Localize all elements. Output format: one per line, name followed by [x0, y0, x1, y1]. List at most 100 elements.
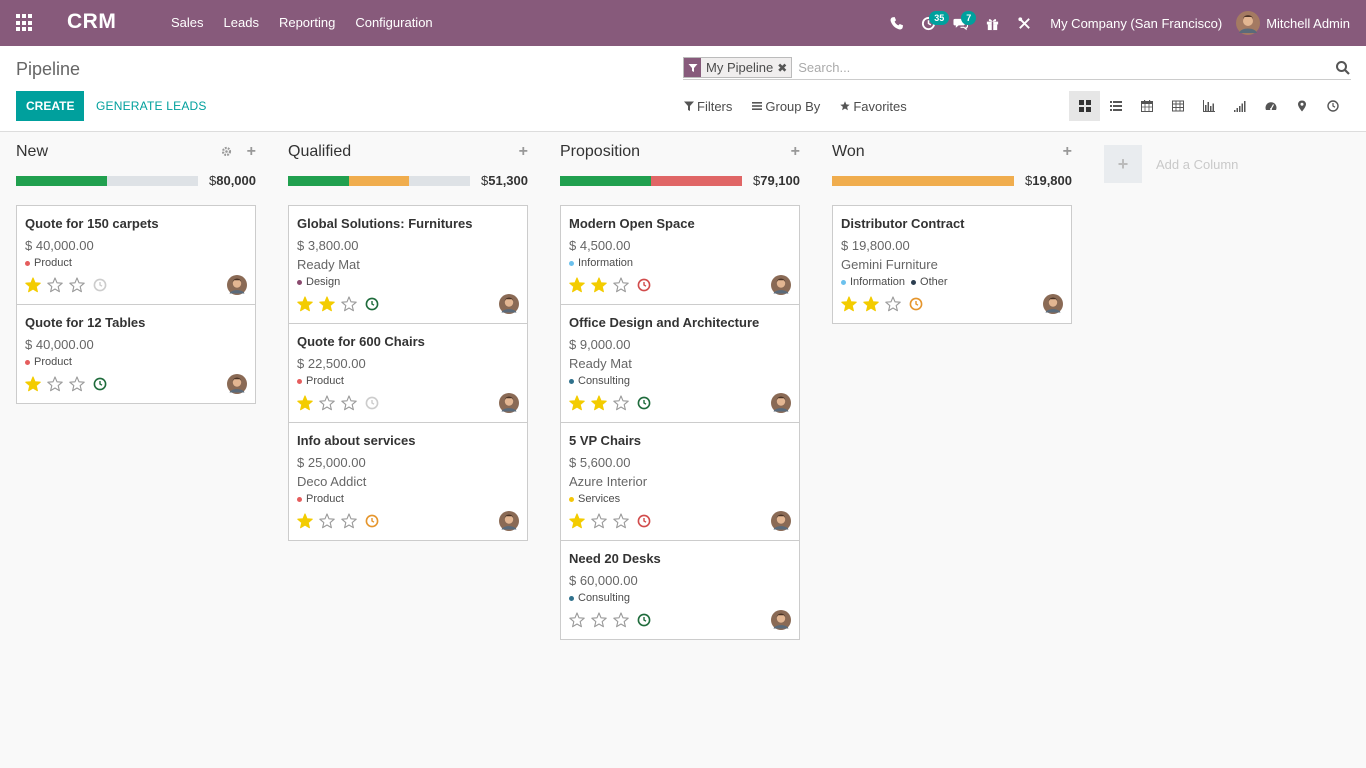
- progress-segment[interactable]: [288, 176, 349, 186]
- star-filled-icon[interactable]: [25, 376, 41, 392]
- star-empty-icon[interactable]: [69, 376, 85, 392]
- view-calendar-button[interactable]: [1131, 91, 1162, 121]
- star-empty-icon[interactable]: [613, 395, 629, 411]
- star-empty-icon[interactable]: [613, 513, 629, 529]
- progress-segment[interactable]: [651, 176, 742, 186]
- kanban-card[interactable]: Need 20 Desks $ 60,000.00 Consulting: [561, 541, 799, 640]
- star-filled-icon[interactable]: [297, 296, 313, 312]
- star-empty-icon[interactable]: [613, 612, 629, 628]
- activity-clock-icon[interactable]: [637, 396, 651, 410]
- star-empty-icon[interactable]: [591, 612, 607, 628]
- tag: Product: [25, 256, 72, 270]
- view-cohort-button[interactable]: [1224, 91, 1255, 121]
- kanban-card[interactable]: Global Solutions: Furnitures $ 3,800.00 Re…: [289, 206, 527, 324]
- view-pivot-button[interactable]: [1162, 91, 1193, 121]
- view-activity-button[interactable]: [1317, 91, 1348, 121]
- search-icon[interactable]: [1335, 60, 1351, 76]
- star-filled-icon[interactable]: [591, 277, 607, 293]
- activity-clock-icon[interactable]: [637, 278, 651, 292]
- star-filled-icon[interactable]: [319, 296, 335, 312]
- menu-configuration[interactable]: Configuration: [355, 15, 433, 30]
- messages-button[interactable]: 7: [944, 0, 977, 46]
- star-filled-icon[interactable]: [591, 395, 607, 411]
- star-empty-icon[interactable]: [47, 376, 63, 392]
- activity-clock-icon[interactable]: [637, 613, 651, 627]
- kanban-card[interactable]: Quote for 12 Tables $ 40,000.00 Product: [17, 305, 255, 404]
- create-button[interactable]: CREATE: [16, 91, 85, 121]
- quick-create-plus-icon[interactable]: +: [518, 143, 528, 160]
- star-empty-icon[interactable]: [569, 612, 585, 628]
- kanban-card[interactable]: Quote for 600 Chairs $ 22,500.00 Product: [289, 324, 527, 423]
- tag-color-dot: [841, 279, 846, 285]
- activity-clock-icon[interactable]: [93, 278, 107, 292]
- user-menu[interactable]: Mitchell Admin: [1236, 11, 1350, 35]
- progress-segment[interactable]: [560, 176, 651, 186]
- filters-button[interactable]: Filters: [684, 99, 732, 114]
- tag-label: Consulting: [578, 375, 630, 387]
- activity-clock-icon[interactable]: [637, 514, 651, 528]
- kanban-card[interactable]: Quote for 150 carpets $ 40,000.00 Product: [17, 206, 255, 305]
- activity-clock-icon[interactable]: [365, 396, 379, 410]
- star-filled-icon[interactable]: [297, 395, 313, 411]
- star-filled-icon[interactable]: [25, 277, 41, 293]
- star-filled-icon[interactable]: [569, 395, 585, 411]
- progress-segment[interactable]: [348, 176, 410, 186]
- menu-reporting[interactable]: Reporting: [278, 15, 336, 30]
- star-empty-icon[interactable]: [319, 513, 335, 529]
- view-dashboard-button[interactable]: [1255, 91, 1286, 121]
- star-filled-icon[interactable]: [569, 513, 585, 529]
- star-empty-icon[interactable]: [69, 277, 85, 293]
- star-filled-icon[interactable]: [841, 296, 857, 312]
- kanban-card[interactable]: Office Design and Architecture $ 9,000.00…: [561, 305, 799, 423]
- add-column-button[interactable]: + Add a Column: [1104, 145, 1238, 183]
- card-footer: [25, 373, 247, 395]
- facet-remove-icon[interactable]: ✖: [777, 60, 788, 75]
- quick-create-plus-icon[interactable]: +: [1062, 143, 1072, 160]
- activity-clock-icon[interactable]: [365, 514, 379, 528]
- star-filled-icon[interactable]: [569, 277, 585, 293]
- tag: Design: [297, 275, 340, 289]
- menu-leads[interactable]: Leads: [223, 15, 259, 30]
- star-empty-icon[interactable]: [341, 296, 357, 312]
- progress-segment[interactable]: [832, 176, 1014, 186]
- star-empty-icon[interactable]: [613, 277, 629, 293]
- quick-create-plus-icon[interactable]: +: [790, 143, 800, 160]
- activity-clock-icon[interactable]: [365, 297, 379, 311]
- star-empty-icon[interactable]: [885, 296, 901, 312]
- activity-clock-icon[interactable]: [93, 377, 107, 391]
- view-list-button[interactable]: [1100, 91, 1131, 121]
- gift-button[interactable]: [976, 0, 1008, 46]
- group-by-button[interactable]: Group By: [752, 99, 820, 114]
- company-switcher[interactable]: My Company (San Francisco): [1050, 15, 1223, 31]
- star-empty-icon[interactable]: [47, 277, 63, 293]
- progress-segment[interactable]: [409, 176, 470, 186]
- debug-tools-button[interactable]: [1008, 0, 1040, 46]
- favorites-button[interactable]: Favorites: [840, 99, 907, 114]
- kanban-card[interactable]: Distributor Contract $ 19,800.00 Gemini Fu…: [833, 206, 1071, 324]
- star-filled-icon[interactable]: [863, 296, 879, 312]
- generate-leads-button[interactable]: GENERATE LEADS: [86, 91, 217, 121]
- apps-menu-icon[interactable]: [16, 14, 34, 32]
- activities-button[interactable]: 35: [912, 0, 950, 46]
- quick-create-plus-icon[interactable]: +: [246, 143, 256, 160]
- kanban-card[interactable]: Modern Open Space $ 4,500.00 Information: [561, 206, 799, 305]
- menu-sales[interactable]: Sales: [171, 15, 204, 30]
- star-empty-icon[interactable]: [591, 513, 607, 529]
- view-map-button[interactable]: [1286, 91, 1317, 121]
- view-graph-button[interactable]: [1193, 91, 1224, 121]
- star-empty-icon[interactable]: [341, 513, 357, 529]
- search-input[interactable]: [798, 60, 1335, 75]
- progress-segment[interactable]: [16, 176, 107, 186]
- phone-button[interactable]: [880, 0, 912, 46]
- kanban-card[interactable]: Info about services $ 25,000.00 Deco Addic…: [289, 423, 527, 541]
- activity-clock-icon[interactable]: [909, 297, 923, 311]
- progress-segment[interactable]: [107, 176, 198, 186]
- column-title: Proposition: [560, 143, 641, 160]
- view-kanban-button[interactable]: [1069, 91, 1100, 121]
- app-brand[interactable]: CRM: [67, 10, 117, 33]
- star-filled-icon[interactable]: [297, 513, 313, 529]
- star-empty-icon[interactable]: [341, 395, 357, 411]
- kanban-card[interactable]: 5 VP Chairs $ 5,600.00 Azure Interior Servi…: [561, 423, 799, 541]
- star-empty-icon[interactable]: [319, 395, 335, 411]
- gear-icon[interactable]: [221, 146, 232, 157]
